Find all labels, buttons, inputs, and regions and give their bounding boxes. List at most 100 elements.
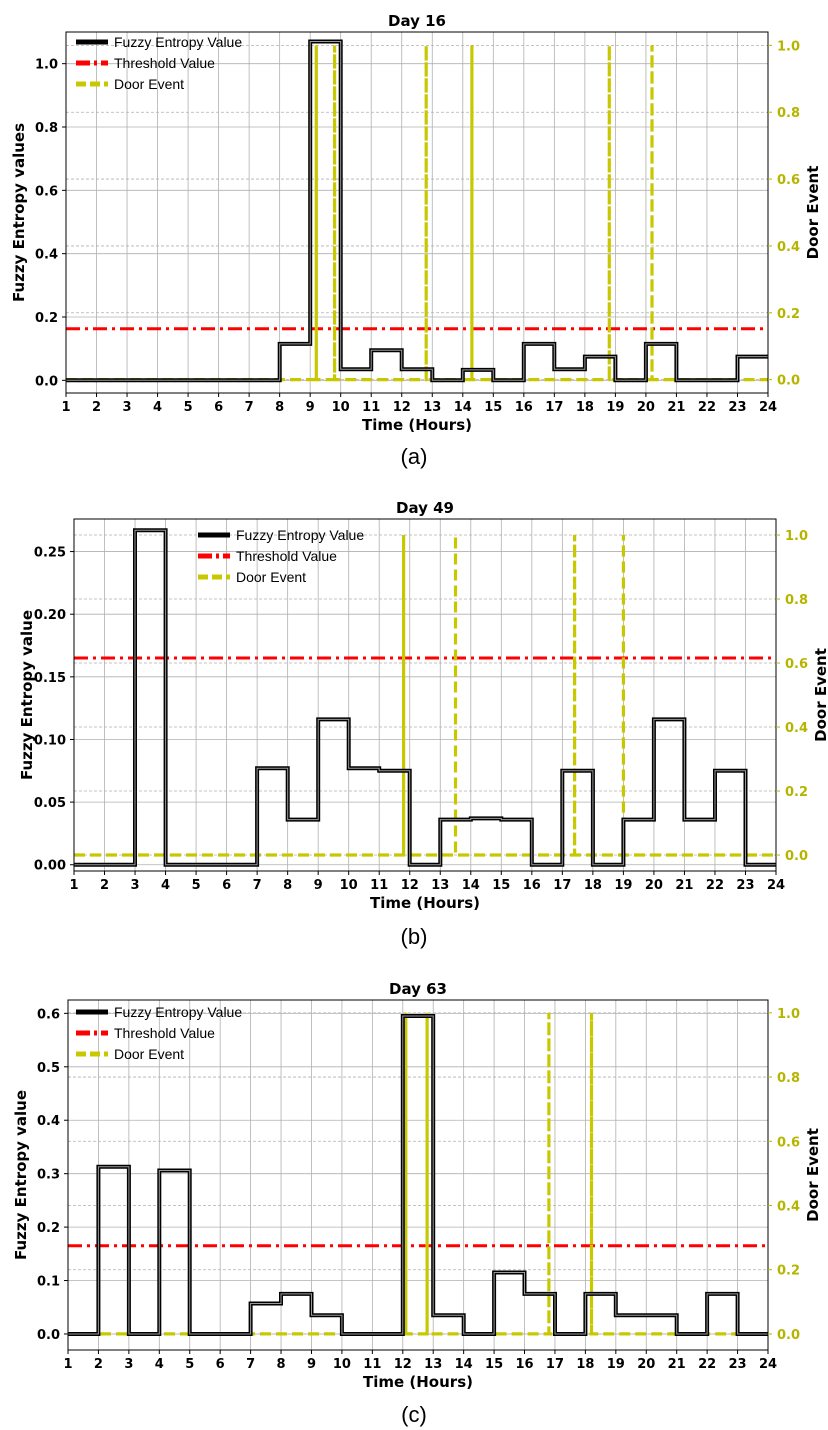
x-tick-label: 20 — [637, 400, 655, 415]
door-event-line — [74, 535, 776, 857]
y-right-tick-label: 1.0 — [785, 529, 808, 544]
x-tick-label: 18 — [576, 1357, 594, 1372]
x-tick-label: 3 — [131, 878, 140, 893]
plot-frame — [73, 518, 777, 872]
y-right-tick-label: 0.0 — [785, 849, 808, 864]
x-tick-label: 8 — [283, 878, 292, 893]
chart-title: Day 63 — [389, 980, 447, 998]
x-tick-label: 8 — [275, 400, 284, 415]
x-tick-label: 21 — [675, 878, 693, 893]
fuzzy-entropy-line-inner — [74, 529, 776, 866]
x-tick-label: 13 — [431, 878, 449, 893]
x-tick-label: 7 — [253, 878, 262, 893]
plot-frame — [65, 31, 769, 394]
x-tick-label: 23 — [736, 878, 754, 893]
x-tick-label: 6 — [216, 1357, 225, 1372]
x-tick-label: 17 — [546, 1357, 564, 1372]
y-right-tick-label: 0.8 — [785, 593, 808, 608]
x-axis-label: Time (Hours) — [370, 894, 480, 912]
y-tick-label: 0.6 — [35, 184, 58, 199]
y-right-tick-label: 0.8 — [777, 106, 800, 121]
chart-panel-2: 1 2 3 4 5 6 7 8 9 10 11 12 13 14 15 16 17 18 19 20 21 22 23 240… — [18, 499, 828, 949]
x-tick-label: 14 — [455, 1357, 473, 1372]
y-right-tick-label: 0.6 — [777, 173, 800, 188]
fuzzy-entropy-line-inner — [66, 41, 768, 381]
x-tick-label: 6 — [214, 400, 223, 415]
legend-label: Door Event — [236, 569, 306, 585]
x-tick-label: 13 — [423, 400, 441, 415]
y-right-tick-label: 0.0 — [777, 1328, 800, 1343]
chart-panel-3: 1 2 3 4 5 6 7 8 9 10 11 12 13 14 15 16 17 18 19 20 21 22 23 240… — [12, 980, 822, 1427]
y-tick-label: 0.0 — [37, 1328, 60, 1343]
x-tick-label: 5 — [185, 1357, 194, 1372]
x-tick-label: 19 — [606, 400, 624, 415]
y-tick-label: 0.1 — [37, 1275, 60, 1290]
x-tick-label: 2 — [94, 1357, 103, 1372]
y-right-tick-label: 0.0 — [777, 374, 800, 389]
x-tick-label: 22 — [706, 878, 724, 893]
x-tick-label: 12 — [394, 1357, 412, 1372]
x-tick-label: 14 — [454, 400, 472, 415]
x-tick-label: 16 — [515, 400, 533, 415]
x-tick-label: 11 — [362, 400, 380, 415]
panel-caption: (c) — [401, 1402, 427, 1427]
x-tick-label: 11 — [370, 878, 388, 893]
x-tick-label: 20 — [637, 1357, 655, 1372]
y-tick-label: 0.4 — [35, 248, 58, 263]
y-right-axis-label: Door Event — [812, 648, 828, 742]
y-tick-label: 1.0 — [35, 58, 58, 73]
y-right-tick-label: 0.4 — [777, 1200, 800, 1215]
legend-label: Fuzzy Entropy Value — [114, 1004, 242, 1020]
y-tick-label: 0.5 — [37, 1061, 60, 1076]
x-tick-label: 22 — [698, 400, 716, 415]
legend-label: Door Event — [114, 76, 184, 92]
y-tick-label: 0.0 — [35, 374, 58, 389]
fuzzy-entropy-line — [68, 1014, 768, 1336]
x-tick-label: 10 — [340, 878, 358, 893]
x-tick-label: 5 — [192, 878, 201, 893]
x-tick-label: 16 — [523, 878, 541, 893]
x-tick-label: 23 — [728, 400, 746, 415]
legend: Fuzzy Entropy Value Threshold Value Door E… — [76, 1004, 242, 1062]
fuzzy-entropy-line-inner — [68, 1015, 768, 1335]
chart-title: Day 16 — [388, 12, 446, 30]
x-tick-label: 4 — [153, 400, 162, 415]
y-tick-label: 0.00 — [34, 859, 66, 874]
x-tick-label: 20 — [645, 878, 663, 893]
x-tick-label: 15 — [485, 1357, 503, 1372]
panel-caption: (a) — [401, 444, 428, 469]
x-tick-label: 13 — [424, 1357, 442, 1372]
legend: Fuzzy Entropy Value Threshold Value Door E… — [198, 527, 364, 585]
x-tick-label: 7 — [245, 400, 254, 415]
y-tick-label: 0.05 — [34, 796, 66, 811]
legend-label: Threshold Value — [114, 55, 215, 71]
x-tick-label: 3 — [124, 1357, 133, 1372]
x-tick-label: 22 — [698, 1357, 716, 1372]
y-right-tick-label: 0.4 — [785, 721, 808, 736]
x-tick-label: 6 — [222, 878, 231, 893]
plot-frame — [67, 999, 769, 1351]
x-tick-label: 12 — [393, 400, 411, 415]
y-tick-label: 0.8 — [35, 121, 58, 136]
x-tick-label: 10 — [332, 400, 350, 415]
x-tick-label: 15 — [492, 878, 510, 893]
y-right-tick-label: 0.4 — [777, 240, 800, 255]
panel-caption: (b) — [401, 924, 428, 949]
y-right-tick-label: 0.2 — [777, 307, 800, 322]
x-tick-label: 11 — [363, 1357, 381, 1372]
x-tick-label: 24 — [759, 400, 777, 415]
x-tick-label: 1 — [63, 1357, 72, 1372]
x-tick-label: 4 — [161, 878, 170, 893]
y-axis-label: Fuzzy Entropy value — [18, 610, 36, 780]
y-right-tick-label: 0.8 — [777, 1071, 800, 1086]
x-tick-label: 15 — [484, 400, 502, 415]
y-right-tick-label: 1.0 — [777, 39, 800, 54]
x-tick-label: 7 — [246, 1357, 255, 1372]
x-tick-label: 17 — [553, 878, 571, 893]
y-axis-label: Fuzzy Entropy values — [10, 123, 28, 302]
y-tick-label: 0.10 — [34, 733, 66, 748]
chart-panel-1: 1 2 3 4 5 6 7 8 9 10 11 12 13 14 15 16 17 18 19 20 21 22 23 240… — [10, 12, 822, 469]
y-tick-label: 0.4 — [37, 1114, 60, 1129]
x-tick-label: 24 — [759, 1357, 777, 1372]
